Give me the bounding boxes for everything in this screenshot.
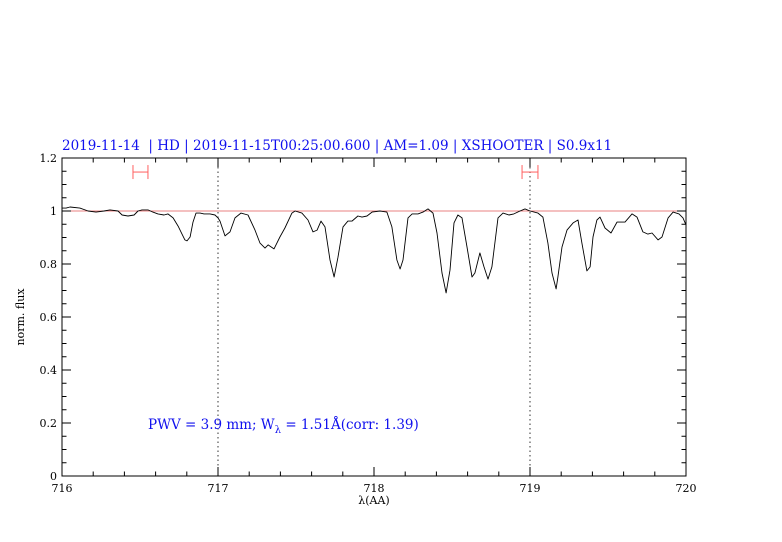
chart-title: 2019-11-14 | HD | 2019-11-15T00:25:00.60… xyxy=(62,138,612,154)
x-tick-label: 716 xyxy=(52,482,73,495)
y-tick-label: 0 xyxy=(50,470,57,483)
x-axis-label: λ(AA) xyxy=(358,494,389,507)
annotation-sub: λ xyxy=(275,425,282,436)
y-tick-label: 0.4 xyxy=(40,364,58,377)
y-tick-label: 0.8 xyxy=(40,258,58,271)
y-tick-label: 0.2 xyxy=(40,417,58,430)
pwv-annotation: PWV = 3.9 mm; Wλ = 1.51Å(corr: 1.39) xyxy=(148,417,419,436)
y-tick-label: 0.6 xyxy=(40,311,58,324)
spectrum-line xyxy=(62,206,687,294)
annotation-pre: PWV = 3.9 mm; W xyxy=(148,417,275,433)
annotation-post: = 1.51Å(corr: 1.39) xyxy=(281,417,419,433)
x-tick-label: 719 xyxy=(520,482,541,495)
y-tick-label: 1.2 xyxy=(40,152,58,165)
y-tick-label: 1 xyxy=(50,205,57,218)
y-axis-label: norm. flux xyxy=(14,288,27,346)
x-tick-label: 720 xyxy=(676,482,697,495)
x-tick-label: 717 xyxy=(208,482,229,495)
x-tick-label: 718 xyxy=(364,482,385,495)
